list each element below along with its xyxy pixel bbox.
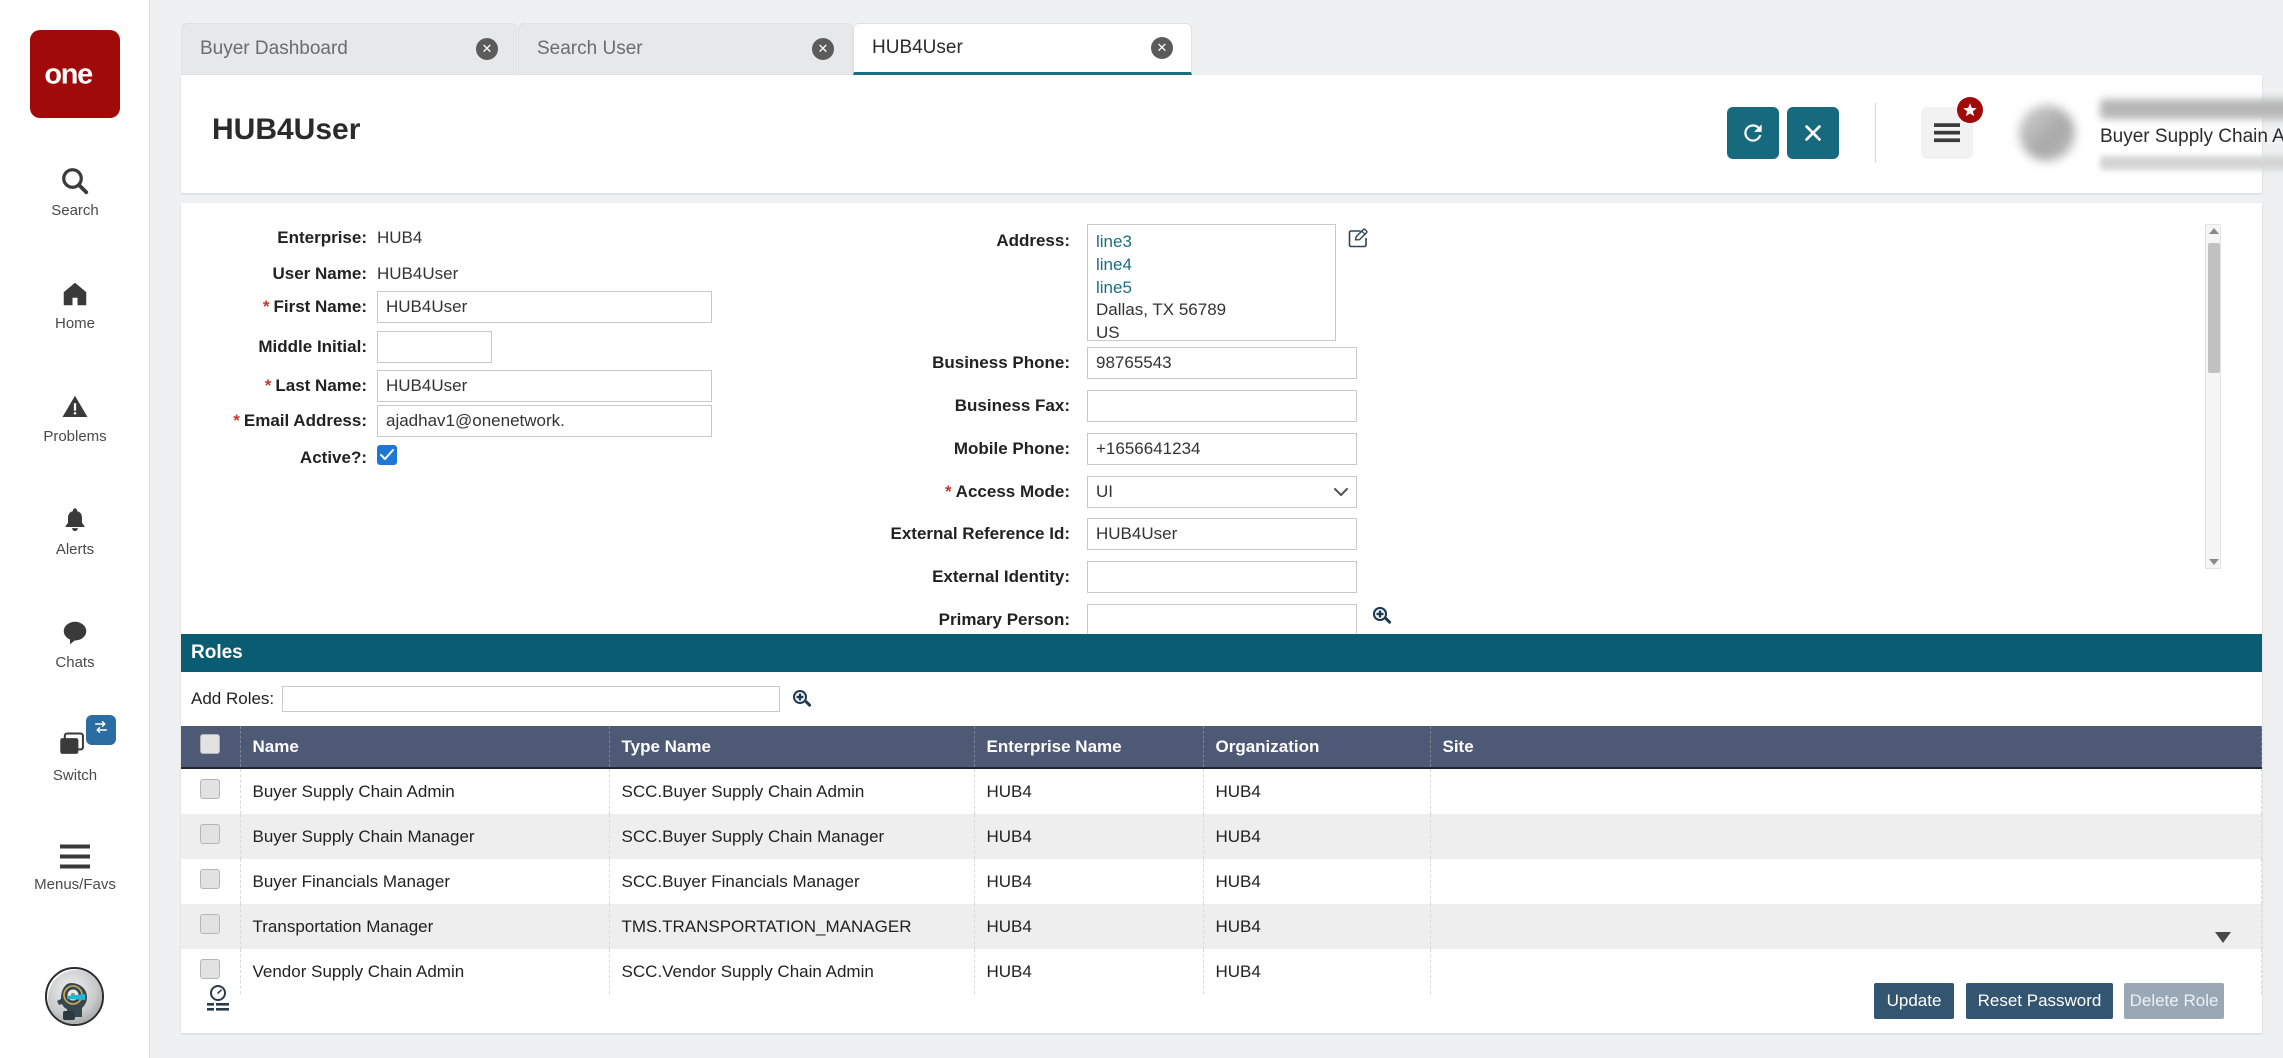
svg-text:one: one xyxy=(44,58,93,90)
